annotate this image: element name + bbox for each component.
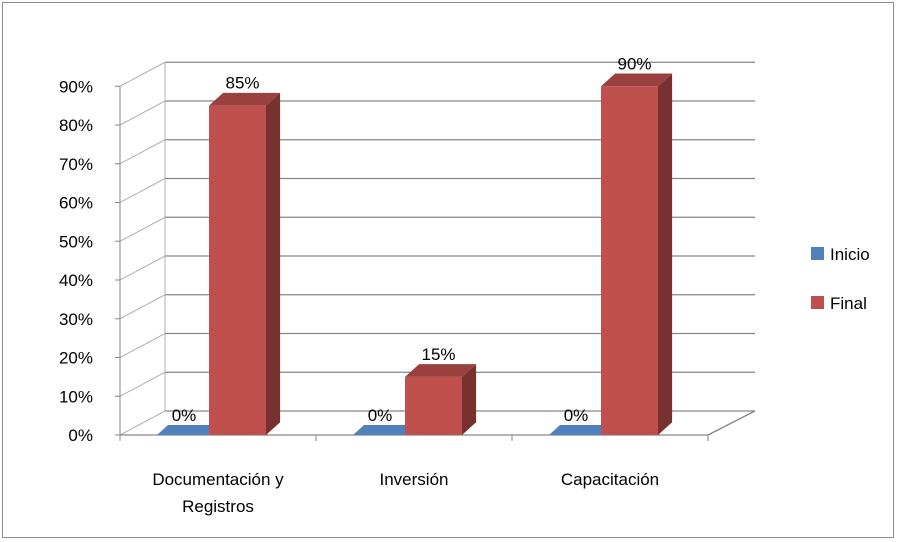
data-label-final-documentacion-y-registros: 85% [225, 74, 259, 93]
bar-inicio-inversion [353, 425, 417, 435]
y-tick-label: 60% [59, 194, 93, 213]
y-tick-label: 20% [59, 349, 93, 368]
data-label-inicio-documentacion-y-registros: 0% [172, 406, 197, 425]
bar-final-capacitacion [601, 86, 658, 435]
bar-final-documentacion-y-registros-side [266, 92, 281, 435]
gridline-diagonal [119, 410, 166, 436]
data-label-final-capacitacion: 90% [617, 54, 651, 73]
floor-right-edge [707, 410, 756, 436]
label-layer: 0% 10% 20% 30% 40% 50% 60% 70% 80% 90% 0% 85% Docume… [59, 54, 659, 516]
gridline-diagonal [119, 294, 166, 320]
legend-swatch-final [811, 296, 824, 309]
y-tick-label: 0% [68, 426, 93, 445]
y-tick-label: 50% [59, 232, 93, 251]
bar-final-capacitacion-side [658, 73, 673, 435]
bar-final-documentacion-y-registros [209, 105, 266, 435]
gridline-diagonal [119, 139, 166, 165]
gridline-diagonal [119, 216, 166, 242]
data-label-final-inversion: 15% [421, 345, 455, 364]
gridline-diagonal [119, 178, 166, 203]
x-tick-label: Documentación y Registros [152, 470, 284, 516]
bar-final-capacitacion-top [601, 73, 673, 87]
x-tick-label: Inversión [380, 470, 449, 489]
y-tick-label: 40% [59, 271, 93, 290]
x-tick-label: Capacitación [561, 470, 659, 489]
gridline-diagonal [119, 333, 166, 358]
gridline-diagonal [119, 371, 166, 397]
y-tick-label: 90% [59, 77, 93, 96]
bar-final-documentacion-y-registros-top [209, 92, 281, 106]
bar-chart: 0% 10% 20% 30% 40% 50% 60% 70% 80% 90% 0% 85% Docume… [59, 54, 870, 516]
bar-final-inversion-top [405, 364, 477, 377]
bar-final-inversion-side [462, 364, 477, 435]
gridline-diagonal [119, 255, 166, 281]
y-tick-label: 70% [59, 155, 93, 174]
bar-layer [157, 73, 673, 435]
gridline-diagonal [119, 61, 166, 87]
y-tick-label: 80% [59, 116, 93, 135]
gridline-diagonal [119, 100, 166, 126]
data-label-inicio-inversion: 0% [368, 406, 393, 425]
legend-label-inicio: Inicio [830, 245, 870, 264]
bar-inicio-capacitacion [549, 425, 613, 435]
legend-swatch-inicio [811, 247, 824, 260]
y-tick-label: 10% [59, 387, 93, 406]
y-tick-label: 30% [59, 310, 93, 329]
bar-inicio-documentacion-y-registros [157, 425, 221, 435]
legend: Inicio Final [811, 245, 870, 313]
data-label-inicio-capacitacion: 0% [564, 406, 589, 425]
bar-final-inversion [405, 376, 462, 435]
legend-label-final: Final [830, 294, 867, 313]
